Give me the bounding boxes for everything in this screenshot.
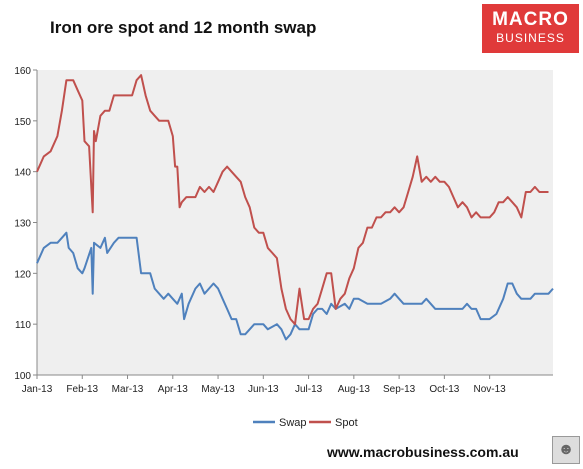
logo-line-2: BUSINESS: [496, 31, 565, 45]
y-tick-label: 140: [14, 168, 31, 179]
y-tick-label: 110: [15, 320, 31, 331]
macrobusiness-logo: MACRO BUSINESS: [482, 4, 579, 53]
website-url: www.macrobusiness.com.au: [327, 444, 519, 460]
x-tick-label: Jan-13: [22, 384, 53, 395]
x-tick-label: Nov-13: [474, 384, 507, 395]
y-tick-label: 130: [14, 219, 31, 230]
legend-label-spot: Spot: [335, 417, 358, 429]
x-tick-label: Sep-13: [383, 384, 416, 395]
mascot-icon: ☻: [552, 436, 580, 464]
x-tick-label: Feb-13: [66, 384, 98, 395]
x-tick-label: Jul-13: [295, 384, 323, 395]
x-tick-label: Oct-13: [429, 384, 459, 395]
y-tick-label: 160: [14, 66, 31, 77]
plot-area: [37, 70, 553, 375]
y-tick-label: 100: [14, 371, 31, 382]
x-tick-label: Aug-13: [338, 384, 371, 395]
chart-title: Iron ore spot and 12 month swap: [50, 18, 317, 37]
x-tick-label: Apr-13: [158, 384, 188, 395]
y-tick-label: 150: [14, 117, 31, 128]
logo-line-1: MACRO: [492, 9, 569, 30]
x-tick-label: May-13: [201, 384, 235, 395]
series-line-spot: [36, 74, 549, 326]
y-tick-label: 120: [14, 269, 31, 280]
legend-label-swap: Swap: [279, 417, 307, 429]
x-tick-label: Mar-13: [112, 384, 144, 395]
series-line-swap: [36, 231, 554, 341]
x-tick-label: Jun-13: [248, 384, 279, 395]
